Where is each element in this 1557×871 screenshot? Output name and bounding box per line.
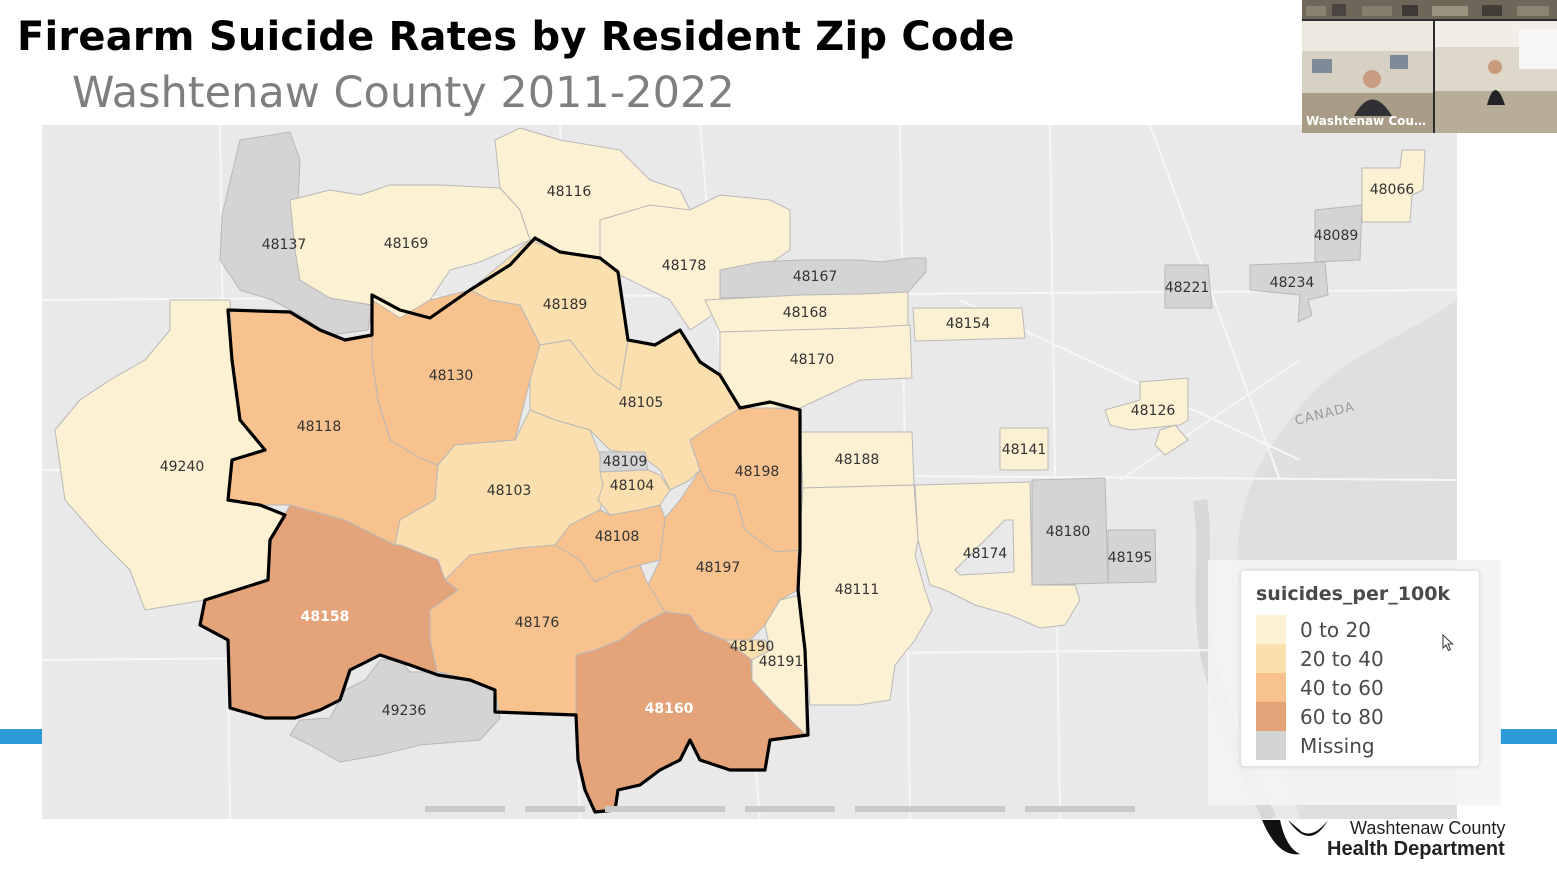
map-svg: CANADA 48116 48137 48169 48178 48167 481…	[42, 125, 1457, 819]
zip-label: 48130	[429, 368, 474, 384]
zip-label: 48198	[735, 464, 780, 480]
accent-bar-left	[0, 729, 42, 744]
video-thumbnail-strip	[1302, 0, 1557, 19]
logo-dept-name: Health Department	[1327, 838, 1505, 860]
zip-label: 48109	[603, 454, 648, 470]
slide-title: Firearm Suicide Rates by Resident Zip Co…	[17, 14, 1015, 60]
zip-label: 48178	[662, 258, 707, 274]
zip-label: 48141	[1002, 442, 1047, 458]
zip-region-48190[interactable]	[724, 639, 771, 661]
legend-item: Missing	[1256, 731, 1479, 760]
health-department-logo: Washtenaw County Health Department	[1258, 818, 1518, 868]
zip-region-48195[interactable]	[1107, 529, 1157, 584]
legend-swatch	[1256, 615, 1286, 644]
zip-region-48126b[interactable]	[1154, 424, 1189, 456]
zip-label: 48221	[1165, 280, 1210, 296]
zip-label: 48105	[619, 395, 664, 411]
video-feed-right	[1435, 21, 1557, 133]
legend-item: 20 to 40	[1256, 644, 1479, 673]
legend-swatch	[1256, 673, 1286, 702]
zip-label: 48108	[595, 529, 640, 545]
zip-label: 48234	[1270, 275, 1315, 291]
zip-label: 48190	[730, 639, 775, 655]
legend-swatch	[1256, 702, 1286, 731]
zip-label: 48168	[783, 305, 828, 321]
zip-label: 48167	[793, 269, 838, 285]
video-strip-image	[1302, 0, 1557, 19]
legend-title: suicides_per_100k	[1256, 583, 1451, 605]
zip-label: 48170	[790, 352, 835, 368]
logo-org-name: Washtenaw County	[1350, 818, 1506, 838]
choropleth-map[interactable]: CANADA 48116 48137 48169 48178 48167 481…	[42, 125, 1457, 819]
zip-label: 48158	[301, 609, 350, 625]
zip-region-48154[interactable]	[912, 307, 1026, 342]
zip-label: 48180	[1046, 524, 1091, 540]
zip-label: 48160	[645, 701, 694, 717]
legend-label: Missing	[1300, 733, 1375, 758]
zip-label: 48137	[262, 237, 307, 253]
video-participant-name: Washtenaw County ...	[1306, 114, 1433, 128]
zip-region-48221[interactable]	[1164, 264, 1213, 309]
legend-item: 40 to 60	[1256, 673, 1479, 702]
zip-label: 48126	[1131, 403, 1176, 419]
zip-label: 48118	[297, 419, 342, 435]
zip-label: 48188	[835, 452, 880, 468]
legend-swatch	[1256, 731, 1286, 760]
legend-label: 60 to 80	[1300, 704, 1384, 729]
zip-region-48191[interactable]	[751, 594, 807, 736]
zip-region-48174-hole	[954, 519, 1015, 576]
zip-label: 48066	[1370, 182, 1415, 198]
zip-label: 48189	[543, 297, 588, 313]
zip-label: 48169	[384, 236, 429, 252]
zip-label: 48191	[759, 654, 804, 670]
washtenaw-county-outline	[198, 236, 810, 814]
legend-item: 60 to 80	[1256, 702, 1479, 731]
map-legend: suicides_per_100k 0 to 20 20 to 40 40 to…	[1240, 570, 1480, 767]
zip-label: 48174	[963, 546, 1008, 562]
occluded-text-fragment	[425, 806, 1135, 812]
zip-label: 48154	[946, 316, 991, 332]
mouse-pointer-icon	[1442, 634, 1454, 652]
slide-footnote-occluded	[425, 806, 1165, 820]
video-feed-left	[1302, 21, 1433, 133]
accent-bar-right	[1500, 729, 1557, 744]
legend-label: 0 to 20	[1300, 617, 1371, 642]
zip-label: 48103	[487, 483, 532, 499]
zip-region-48126[interactable]	[1104, 377, 1189, 431]
zip-label: 49236	[382, 703, 427, 719]
zip-region-48089[interactable]	[1314, 204, 1363, 263]
zip-label: 48176	[515, 615, 560, 631]
zip-label: 48197	[696, 560, 741, 576]
zip-polygons	[54, 127, 1426, 813]
zip-label: 48089	[1314, 228, 1359, 244]
zip-region-48169[interactable]	[289, 184, 531, 319]
video-tile-right[interactable]	[1435, 21, 1557, 133]
zip-label: 48116	[547, 184, 592, 200]
zip-label: 48104	[610, 478, 655, 494]
zip-region-48234[interactable]	[1249, 261, 1329, 323]
legend-swatch	[1256, 644, 1286, 673]
washtenaw-logo-icon	[1262, 820, 1328, 855]
video-tile-left[interactable]: Washtenaw County ...	[1302, 21, 1433, 133]
video-conference-panel[interactable]: Washtenaw County ...	[1302, 0, 1557, 133]
legend-item: 0 to 20	[1256, 615, 1479, 644]
zip-label: 48111	[835, 582, 880, 598]
zip-region-48066[interactable]	[1361, 149, 1426, 223]
slide-subtitle: Washtenaw County 2011-2022	[72, 68, 735, 118]
zip-label-layer: 48116 48137 48169 48178 48167 48189 4816…	[160, 182, 1415, 719]
zip-region-48141[interactable]	[999, 427, 1049, 471]
legend-label: 40 to 60	[1300, 675, 1384, 700]
legend-label: 20 to 40	[1300, 646, 1384, 671]
zip-label: 48195	[1108, 550, 1153, 566]
zip-label: 49240	[160, 459, 205, 475]
